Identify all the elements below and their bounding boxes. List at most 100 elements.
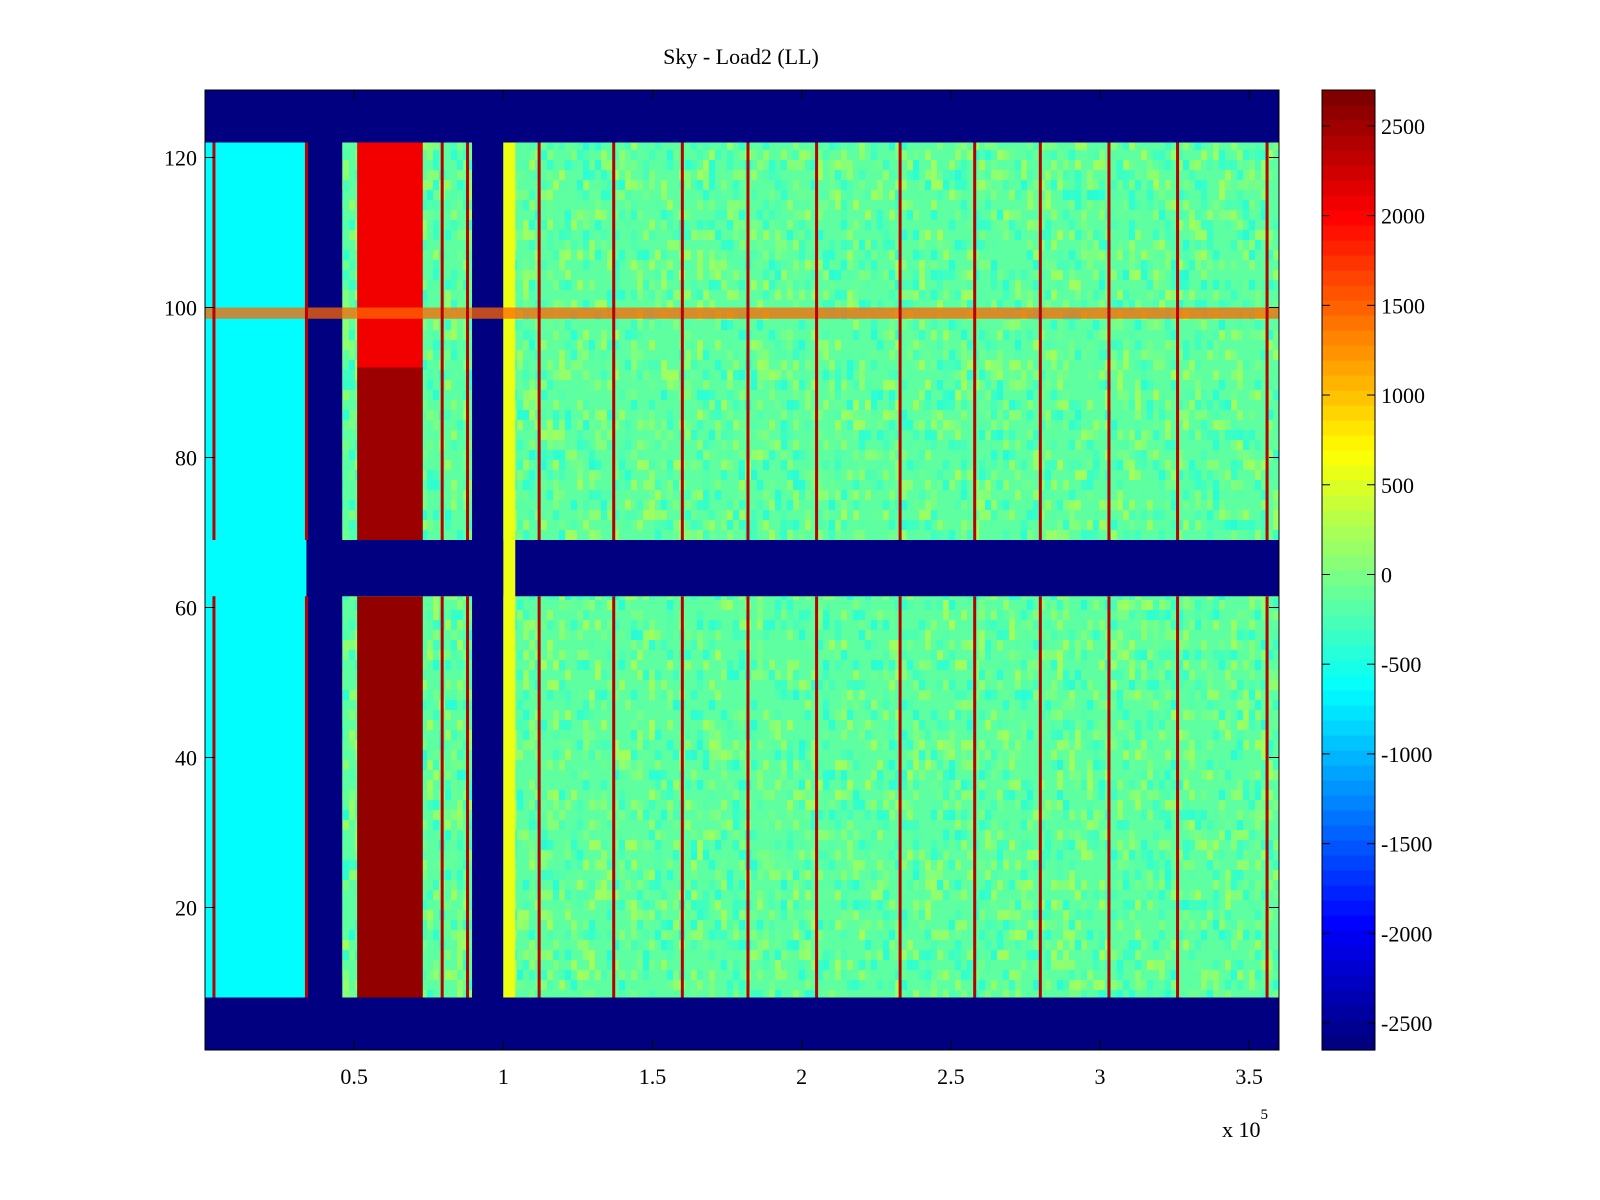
colorbar-band: [1322, 420, 1375, 436]
stripe-3-0: [466, 596, 470, 998]
colorbar-band: [1322, 900, 1375, 916]
stripe-6-1: [680, 142, 684, 540]
colorbar-band: [1322, 645, 1375, 661]
colorbar-band: [1322, 345, 1375, 361]
stripe-0-0: [212, 596, 216, 998]
colorbar-band: [1322, 135, 1375, 151]
colorbar-tick-label: -500: [1381, 652, 1421, 677]
colorbar-band: [1322, 960, 1375, 976]
colorbar: 2500 2000 1500 1000 500 0 -500 -1000 -1500 -2000 -…: [1321, 89, 1432, 1051]
colorbar-band: [1322, 90, 1375, 106]
x-tick-label: 2.5: [937, 1064, 965, 1089]
colorbar-tick-label: 0: [1381, 562, 1392, 587]
heatmap-stripes: [212, 142, 1269, 998]
colorbar-band: [1322, 555, 1375, 571]
colorbar-tick-label: 2000: [1381, 204, 1425, 229]
stripe-5-1: [612, 142, 616, 540]
colorbar-tick-label: 1000: [1381, 383, 1425, 408]
colorbar-band: [1322, 1020, 1375, 1036]
colorbar-band: [1322, 495, 1375, 511]
colorbar-band: [1322, 270, 1375, 286]
colorbar-band: [1322, 165, 1375, 181]
colorbar-frame: [1321, 89, 1376, 1051]
colorbar-band: [1322, 675, 1375, 691]
heatmap-region-5: [357, 596, 423, 998]
colorbar-band: [1322, 570, 1375, 586]
colorbar-band: [1322, 870, 1375, 886]
x-tick-label: 3.5: [1235, 1064, 1263, 1089]
heatmap-region-4: [472, 142, 504, 998]
colorbar-band: [1322, 750, 1375, 766]
colorbar-band: [1322, 990, 1375, 1006]
colorbar-band: [1322, 855, 1375, 871]
colorbar-band: [1322, 660, 1375, 676]
colorbar-band: [1322, 690, 1375, 706]
plot-frame: [204, 89, 1280, 1051]
colorbar-band: [1322, 465, 1375, 481]
colorbar-band: [1322, 375, 1375, 391]
heatmap-region-9: [503, 142, 516, 998]
colorbar-band: [1322, 240, 1375, 256]
stripe-4-0: [537, 596, 541, 998]
colorbar-band: [1322, 315, 1375, 331]
stripe-7-1: [746, 142, 750, 540]
colorbar-band: [1322, 285, 1375, 301]
stripe-2-1: [440, 142, 444, 540]
colorbar-band: [1322, 945, 1375, 961]
stripe-14-1: [1265, 142, 1269, 540]
x-exponent-power: 5: [1261, 1107, 1269, 1123]
colorbar-band: [1322, 480, 1375, 496]
colorbar-band: [1322, 795, 1375, 811]
heatmap-region-1: [205, 540, 1279, 597]
colorbar-band: [1322, 1035, 1375, 1051]
stripe-6-0: [680, 596, 684, 998]
colorbar-band: [1322, 105, 1375, 121]
colorbar-band: [1322, 435, 1375, 451]
stripe-11-0: [1038, 596, 1042, 998]
stripe-5-0: [612, 596, 616, 998]
stripe-12-0: [1107, 596, 1111, 998]
colorbar-band: [1322, 885, 1375, 901]
colorbar-band: [1322, 585, 1375, 601]
stripe-12-1: [1107, 142, 1111, 540]
colorbar-band: [1322, 210, 1375, 226]
heatmap-region-2: [205, 90, 1279, 143]
stripe-9-1: [898, 142, 902, 540]
colorbar-band: [1322, 300, 1375, 316]
stripe-2-0: [440, 596, 444, 998]
colorbar-band: [1322, 180, 1375, 196]
y-tick-label: 100: [164, 296, 197, 321]
x-tick-label: 0.5: [340, 1064, 368, 1089]
colorbar-band: [1322, 720, 1375, 736]
colorbar-band: [1322, 600, 1375, 616]
stripe-8-0: [815, 596, 819, 998]
colorbar-band: [1322, 450, 1375, 466]
colorbar-tick-label: 500: [1381, 473, 1414, 498]
colorbar-band: [1322, 975, 1375, 991]
x-exponent-base: x 10: [1222, 1117, 1261, 1142]
colorbar-band: [1322, 840, 1375, 856]
y-tick-label: 20: [175, 896, 197, 921]
stripe-8-1: [815, 142, 819, 540]
colorbar-band: [1322, 525, 1375, 541]
colorbar-band: [1322, 630, 1375, 646]
colorbar-tick-label: 1500: [1381, 293, 1425, 318]
heatmap-area: [205, 90, 1279, 1050]
y-tick-label: 80: [175, 446, 197, 471]
y-tick-label: 40: [175, 746, 197, 771]
colorbar-band: [1322, 765, 1375, 781]
heatmap-region-0: [205, 997, 1279, 1050]
stripe-3-1: [466, 142, 470, 540]
y-tick-label: 60: [175, 596, 197, 621]
stripe-1-0: [304, 596, 308, 998]
x-tick-label: 2: [796, 1064, 807, 1089]
colorbar-band: [1322, 825, 1375, 841]
colorbar-band: [1322, 390, 1375, 406]
y-axis: 20 40 60 80 100 120: [164, 146, 1279, 921]
stripe-0-1: [212, 142, 216, 540]
colorbar-band: [1322, 360, 1375, 376]
colorbar-tick-label: -1000: [1381, 742, 1432, 767]
colorbar-band: [1322, 405, 1375, 421]
stripe-13-0: [1176, 596, 1180, 998]
